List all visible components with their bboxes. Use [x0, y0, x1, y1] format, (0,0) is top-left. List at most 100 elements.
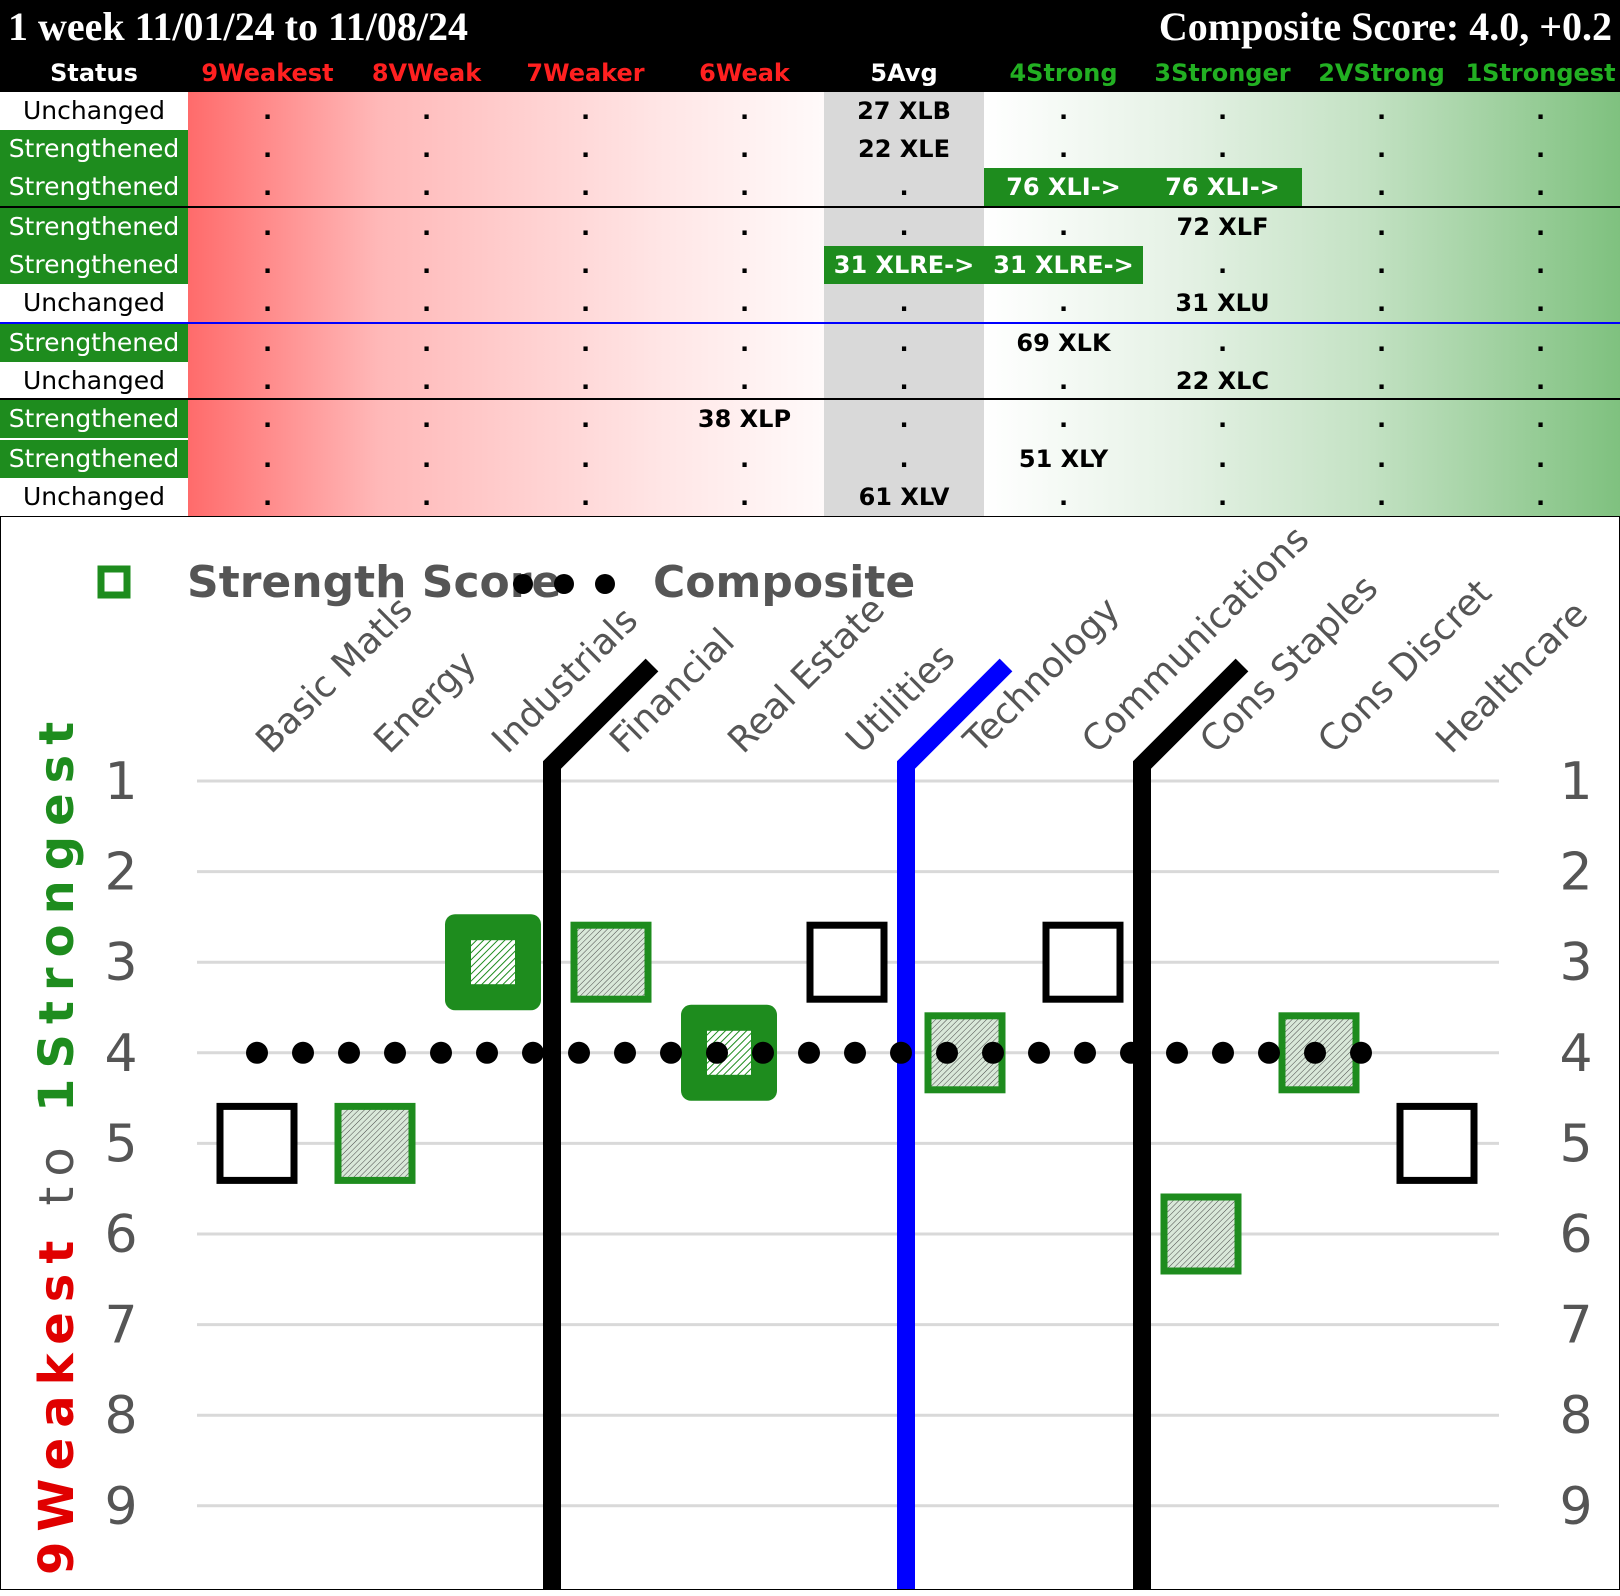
table-row: Strengthened... 38 XLP..... — [0, 400, 1620, 438]
empty-cell: . — [1217, 405, 1228, 433]
status-cell: Strengthened — [0, 324, 188, 362]
x-category-label: Communications — [1074, 518, 1317, 761]
empty-cell: . — [1535, 367, 1546, 395]
empty-cell: . — [739, 251, 750, 279]
table-background-band — [984, 92, 1620, 516]
empty-cell: . — [421, 483, 432, 511]
empty-cell: . — [899, 289, 909, 317]
sector-cell: 31 XLRE-> — [984, 246, 1143, 284]
empty-cell: . — [580, 329, 591, 357]
sector-cell: 76 XLI-> — [1143, 168, 1302, 206]
empty-cell: . — [580, 445, 591, 473]
composite-dot — [292, 1041, 314, 1064]
composite-dot — [660, 1041, 682, 1064]
empty-cell: . — [580, 367, 591, 395]
strength-marker — [1042, 921, 1124, 1003]
y-tick-label-left: 1 — [104, 752, 137, 812]
composite-dot — [936, 1041, 958, 1064]
empty-cell: . — [1535, 445, 1546, 473]
column-header: 8VWeak — [371, 59, 482, 87]
legend-composite-dot — [554, 574, 574, 594]
sector-cell: 69 XLK — [1016, 329, 1111, 357]
empty-cell: . — [421, 405, 432, 433]
y-label-to: to — [29, 1112, 85, 1231]
empty-cell: . — [1376, 173, 1387, 201]
legend-composite-dot — [513, 574, 533, 594]
empty-cell: . — [1376, 483, 1387, 511]
empty-cell: . — [262, 445, 273, 473]
empty-cell: . — [739, 135, 750, 163]
y-tick-label-right: 8 — [1559, 1386, 1592, 1446]
empty-cell: . — [1376, 445, 1387, 473]
empty-cell: . — [262, 97, 273, 125]
x-category-label: Energy — [366, 643, 484, 761]
table-row: Strengthened.... 22 XLE.... — [0, 130, 1620, 168]
empty-cell: . — [580, 251, 591, 279]
empty-cell: . — [580, 483, 591, 511]
composite-dot — [1304, 1041, 1326, 1064]
table-background-band — [824, 92, 984, 516]
composite-dot — [1350, 1041, 1372, 1064]
empty-cell: . — [899, 367, 909, 395]
empty-cell: . — [421, 213, 432, 241]
composite-dot — [752, 1041, 774, 1064]
empty-cell: . — [1535, 213, 1546, 241]
sector-cell: 31 XLU — [1175, 289, 1270, 317]
sector-group-divider — [1133, 658, 1249, 1589]
status-cell: Strengthened — [0, 400, 188, 438]
empty-cell: . — [1376, 135, 1387, 163]
empty-cell: . — [1058, 213, 1069, 241]
y-tick-label-right: 2 — [1559, 843, 1592, 903]
sector-cell: 51 XLY — [1018, 445, 1109, 473]
empty-cell: . — [262, 483, 273, 511]
status-cell: Strengthened — [0, 208, 188, 246]
composite-dot — [1258, 1041, 1280, 1064]
y-tick-label-left: 2 — [104, 843, 137, 903]
row-separator — [0, 206, 1620, 208]
header-bar: 1 week 11/01/24 to 11/08/24 Composite Sc… — [0, 0, 1620, 54]
y-tick-label-left: 7 — [104, 1296, 137, 1356]
empty-cell: . — [1217, 329, 1228, 357]
empty-cell: . — [421, 135, 432, 163]
empty-cell: . — [739, 483, 750, 511]
legend-composite-label: Composite — [653, 557, 915, 608]
empty-cell: . — [262, 135, 273, 163]
row-separator — [0, 398, 1620, 400]
composite-dot — [1028, 1041, 1050, 1064]
y-tick-label-right: 4 — [1559, 1024, 1592, 1084]
empty-cell: . — [899, 173, 909, 201]
empty-cell: . — [580, 173, 591, 201]
empty-cell: . — [1217, 97, 1228, 125]
table-row: Strengthened..... 51 XLY... — [0, 440, 1620, 478]
column-header: 4Strong — [1009, 59, 1118, 87]
y-tick-label-left: 4 — [104, 1024, 137, 1084]
composite-dot — [1212, 1041, 1234, 1064]
y-axis-label: 9Weakest to 1Strongest — [29, 712, 85, 1575]
empty-cell: . — [1217, 445, 1228, 473]
empty-cell: . — [1376, 329, 1387, 357]
status-cell: Unchanged — [0, 284, 188, 322]
empty-cell: . — [1376, 251, 1387, 279]
empty-cell: . — [1058, 97, 1069, 125]
empty-cell: . — [262, 329, 273, 357]
empty-cell: . — [739, 97, 750, 125]
composite-dot — [430, 1041, 452, 1064]
composite-dot — [1074, 1041, 1096, 1064]
strength-chart-svg: Strength Score Composite 1 1 2 2 3 3 4 4 5 5 6 6 7 7 8… — [29, 518, 1596, 1589]
column-header: 3Stronger — [1154, 59, 1291, 87]
empty-cell: . — [1535, 405, 1546, 433]
composite-dot — [798, 1041, 820, 1064]
strength-marker — [570, 921, 652, 1003]
sector-cell: 38 XLP — [697, 405, 792, 433]
empty-cell: . — [1217, 251, 1228, 279]
table-row: Unchanged...... 31 XLU.. — [0, 284, 1620, 322]
column-header: 9Weakest — [201, 59, 334, 87]
empty-cell: . — [1217, 135, 1228, 163]
empty-cell: . — [262, 289, 273, 317]
empty-cell: . — [899, 445, 909, 473]
composite-dot — [1166, 1041, 1188, 1064]
legend-strength-marker — [97, 565, 131, 599]
table-background-band — [188, 92, 824, 516]
empty-cell: . — [1376, 213, 1387, 241]
sector-cell: 61 XLV — [858, 483, 950, 511]
